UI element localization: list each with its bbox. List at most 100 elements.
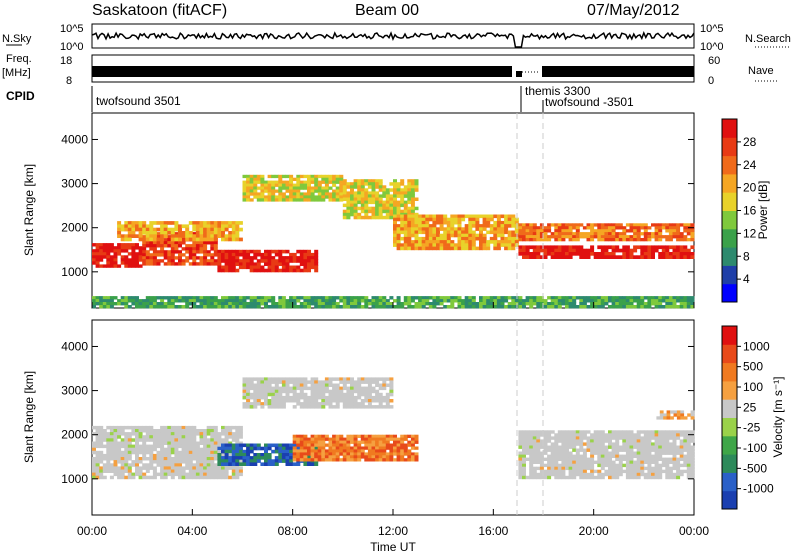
heatmap-cell [167, 450, 172, 455]
heatmap-cell [629, 463, 634, 468]
heatmap-cell [647, 305, 652, 309]
heatmap-cell [522, 299, 526, 303]
heatmap-cell [367, 194, 372, 198]
heatmap-cell [335, 192, 340, 196]
heatmap-cell [679, 442, 684, 446]
heatmap-cell [568, 466, 573, 471]
heatmap-cell [504, 224, 509, 228]
heatmap-cell [600, 255, 605, 259]
heatmap-cell [686, 299, 691, 303]
heatmap-cell [260, 259, 265, 263]
heatmap-cell [604, 439, 609, 443]
heatmap-cell [314, 299, 319, 303]
heatmap-cell [242, 299, 247, 303]
heatmap-cell [292, 405, 297, 409]
heatmap-cell [500, 243, 505, 247]
heatmap-cell [421, 224, 426, 228]
heatmap-cell [332, 299, 337, 303]
heatmap-cell [686, 454, 691, 458]
heatmap-cell [195, 466, 200, 470]
heatmap-cell [661, 442, 666, 446]
heatmap-cell [608, 252, 612, 256]
heatmap-cell [278, 459, 283, 463]
heatmap-cell [203, 460, 208, 464]
heatmap-cell [357, 200, 362, 205]
heatmap-cell [296, 183, 301, 187]
heatmap-cell [210, 234, 215, 238]
heatmap-cell [231, 237, 236, 242]
heatmap-cell [407, 243, 412, 247]
heatmap-cell [615, 448, 620, 452]
heatmap-cell [152, 453, 157, 458]
heatmap-cell [267, 296, 272, 300]
heatmap-cell [228, 453, 233, 458]
heatmap-cell [299, 386, 304, 391]
heatmap-cell [92, 299, 96, 303]
heatmap-cell [113, 258, 118, 262]
heatmap-cell [185, 457, 190, 461]
heatmap-cell [554, 238, 559, 242]
heatmap-cell [690, 445, 695, 449]
heatmap-cell [199, 221, 204, 225]
heatmap-cell [238, 262, 243, 266]
heatmap-cell [303, 305, 308, 309]
heatmap-cell [332, 455, 337, 459]
heatmap-cell [271, 189, 276, 193]
heatmap-cell [539, 248, 544, 253]
heatmap-cell [600, 454, 605, 458]
heatmap-cell [120, 444, 125, 449]
heatmap-cell [593, 252, 598, 256]
y-tick-label: 2000 [61, 428, 88, 442]
heatmap-cell [586, 472, 591, 477]
heatmap-cell [615, 466, 620, 471]
heatmap-cell [658, 442, 663, 446]
heatmap-cell [529, 226, 534, 230]
heatmap-cell [432, 217, 437, 222]
heatmap-cell [109, 438, 114, 442]
heatmap-cell [206, 463, 211, 467]
heatmap-cell [525, 439, 530, 443]
heatmap-cell [307, 449, 311, 453]
heatmap-cell [421, 220, 426, 225]
heatmap-cell [665, 296, 670, 300]
heatmap-cell [213, 247, 218, 251]
heatmap-cell [665, 229, 670, 233]
heatmap-cell [661, 235, 666, 239]
heatmap-cell [611, 475, 616, 480]
heatmap-cell [410, 217, 415, 222]
heatmap-cell [178, 472, 182, 477]
heatmap-cell [582, 430, 587, 434]
heatmap-cell [335, 434, 340, 438]
heatmap-cell [572, 252, 577, 256]
heatmap-cell [378, 185, 383, 189]
heatmap-cell [364, 452, 369, 456]
heatmap-cell [292, 299, 297, 303]
heatmap-cell [339, 305, 344, 309]
heatmap-cell [192, 302, 197, 306]
heatmap-cell [371, 200, 376, 205]
heatmap-cell [532, 226, 537, 230]
heatmap-cell [271, 265, 276, 270]
heatmap-cell [633, 442, 638, 446]
heatmap-cell [590, 302, 595, 306]
heatmap-cell [403, 188, 408, 192]
heatmap-cell [117, 472, 122, 477]
heatmap-cell [149, 435, 154, 439]
heatmap-cell [436, 296, 440, 300]
heatmap-cell [185, 450, 190, 455]
heatmap-cell [547, 302, 552, 306]
heatmap-cell [600, 226, 605, 230]
heatmap-cell [375, 296, 380, 300]
heatmap-cell [267, 180, 272, 184]
heatmap-cell [353, 434, 358, 438]
heatmap-cell [633, 451, 638, 455]
heatmap-cell [178, 259, 182, 263]
heatmap-cell [253, 386, 258, 391]
heatmap-cell [360, 377, 365, 381]
heatmap-cell [371, 215, 376, 220]
heatmap-cell [267, 192, 272, 196]
heatmap-cell [389, 380, 394, 384]
heatmap-cell [357, 191, 362, 195]
heatmap-cell [665, 472, 670, 477]
heatmap-cell [163, 441, 168, 445]
